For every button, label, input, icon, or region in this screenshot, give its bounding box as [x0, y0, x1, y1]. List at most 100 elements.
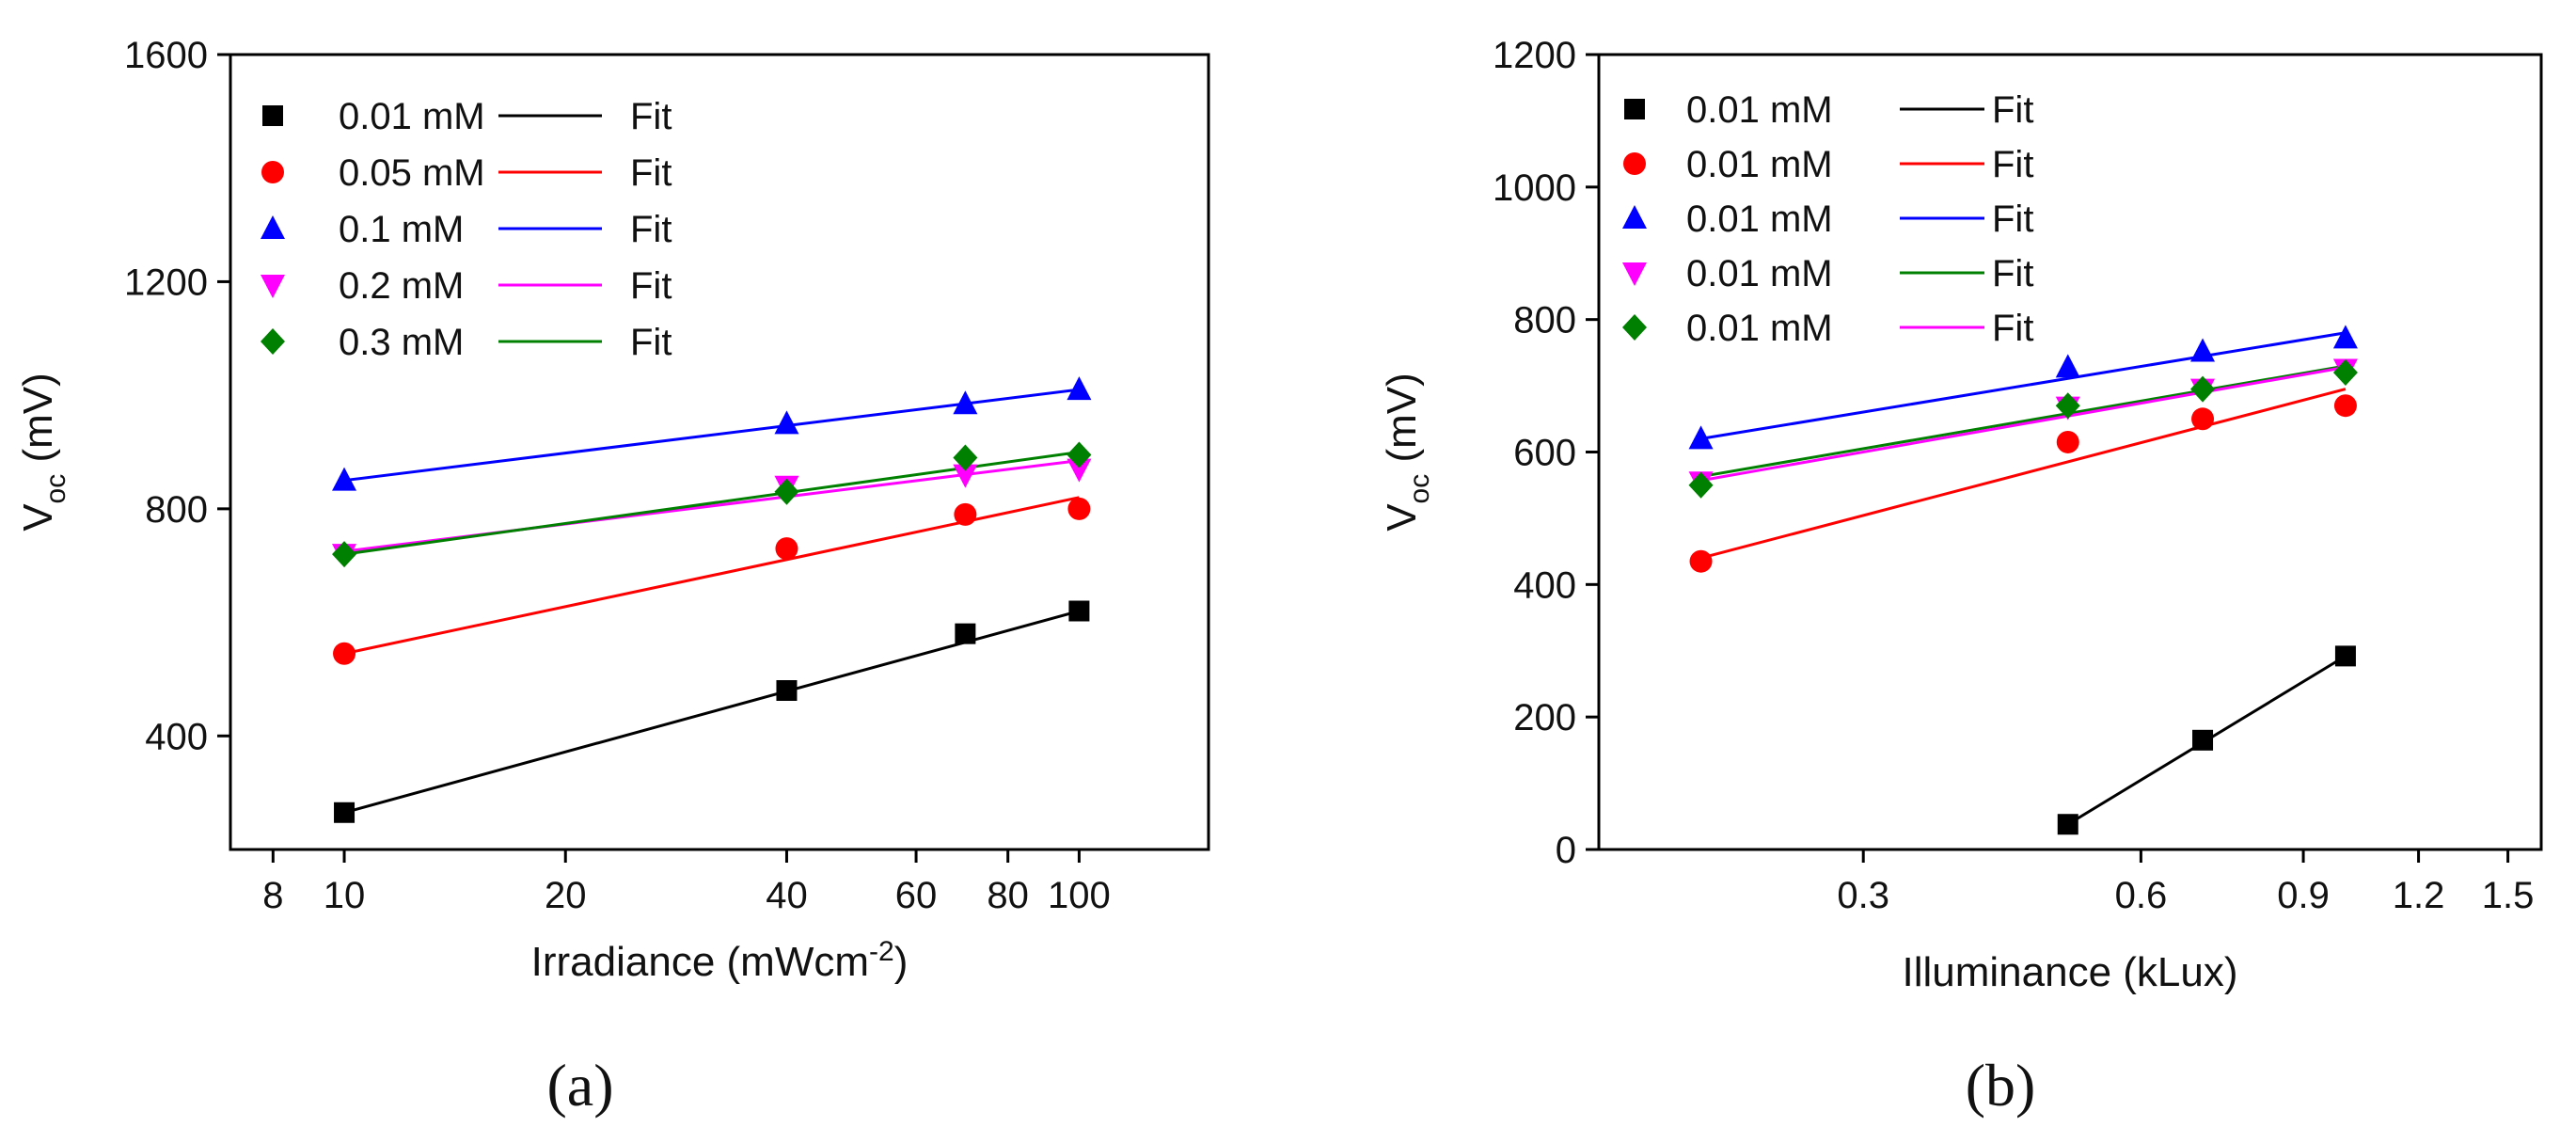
chart-b-ytick-label: 800: [1513, 300, 1576, 341]
chart-b-point-s2-p3: [2332, 325, 2358, 349]
chart-a-ylabel-tail: (mV): [15, 373, 61, 474]
chart-b-illuminance: 0 200 400 600 800 1000 1200 0.3 0.6 0.9 1.2 1.5 Illu…: [1379, 35, 2543, 995]
chart-b-ytick-label: 400: [1513, 564, 1576, 606]
chart-b-legend-fit-2: Fit: [1992, 198, 2033, 240]
chart-a-point-s4-p0: [332, 541, 357, 568]
chart-b-xlabel: Illuminance (kLux): [1902, 949, 2237, 995]
chart-b-point-s0-p0: [2057, 814, 2078, 835]
chart-a-ytick-label: 1200: [124, 262, 208, 303]
chart-a-xtick-label: 8: [262, 875, 283, 916]
chart-b-legend-fit-3: Fit: [1992, 253, 2033, 294]
chart-a-legend-label-3: 0.2 mM: [339, 265, 464, 307]
chart-a-ytick-label: 1600: [124, 35, 208, 76]
chart-b-point-s4-p0: [1688, 471, 1714, 499]
chart-b-ytick-label: 200: [1513, 697, 1576, 738]
chart-a-fit-line-1: [343, 496, 1080, 656]
chart-a-legend-fit-3: Fit: [630, 265, 672, 307]
chart-b-fit-line-2: [1700, 331, 2347, 440]
chart-b-fit-line-3: [1700, 364, 2347, 479]
chart-b-legend-fit-0: Fit: [1992, 89, 2033, 131]
chart-a-legend-fit-0: Fit: [630, 96, 672, 137]
chart-a-point-s2-p1: [774, 410, 799, 435]
chart-a-xtick-label: 20: [545, 875, 587, 916]
chart-a-ytick-label: 800: [145, 489, 208, 531]
chart-b-ytick-label: 1200: [1493, 35, 1576, 76]
chart-a-frame: [229, 53, 1210, 851]
chart-b-point-s2-p2: [2190, 338, 2216, 362]
chart-a-xtick-label: 10: [324, 875, 366, 916]
chart-b-legend-label-2: 0.01 mM: [1686, 198, 1833, 240]
chart-a-point-s4-p1: [774, 478, 799, 505]
chart-a-point-s4-p3: [1067, 441, 1092, 468]
chart-a-xtick-label: 60: [895, 875, 938, 916]
chart-b-point-s1-p0: [1689, 549, 1713, 573]
chart-a-ylabel: Voc (mV): [15, 373, 71, 532]
chart-b-point-s4-p1: [2055, 392, 2080, 420]
chart-a-point-s3-p3: [1067, 458, 1092, 483]
chart-b-legend-marker-1: [1623, 152, 1646, 175]
chart-b-legend-marker-0: [1624, 99, 1645, 119]
chart-b-xtick-label: 1.2: [2393, 875, 2445, 916]
chart-b-ylabel-tail: (mV): [1379, 373, 1425, 474]
chart-a-legend-label-4: 0.3 mM: [339, 322, 464, 363]
chart-a-ylabel-sub: oc: [40, 474, 71, 504]
chart-b-ytick-label: 600: [1513, 433, 1576, 474]
chart-a-point-s1-p1: [775, 537, 798, 561]
chart-a-point-s1-p0: [333, 642, 356, 665]
chart-a-point-s1-p2: [954, 502, 977, 526]
chart-b-ytick-label: 0: [1556, 830, 1576, 871]
chart-a-xlabel: Irradiance (mWcm-2): [531, 936, 909, 985]
panel-a-label: (a): [546, 1052, 613, 1119]
chart-b-legend-label-4: 0.01 mM: [1686, 308, 1833, 349]
chart-b-fit-line-4: [1700, 365, 2347, 483]
chart-b-fit-line-1: [1700, 388, 2347, 560]
chart-a-ytick-label: 400: [145, 716, 208, 757]
chart-a-legend-fit-4: Fit: [630, 322, 672, 363]
chart-a-legend-marker-0: [262, 105, 283, 126]
chart-b-point-s4-p2: [2190, 375, 2216, 403]
chart-b-point-s1-p3: [2333, 394, 2357, 418]
chart-b-xtick-label: 0.9: [2277, 875, 2330, 916]
chart-a-xtick-label: 80: [987, 875, 1029, 916]
chart-a-legend-marker-2: [261, 215, 285, 239]
chart-a-xlabel-sup: -2: [869, 936, 894, 967]
chart-a-xlabel-tail: ): [894, 939, 909, 985]
chart-b-point-s0-p2: [2334, 645, 2356, 667]
chart-a-point-s2-p0: [332, 467, 357, 491]
chart-a-xtick-label: 40: [766, 875, 808, 916]
chart-b-legend-label-3: 0.01 mM: [1686, 253, 1833, 294]
chart-b-ylabel: Voc (mV): [1379, 373, 1435, 532]
chart-b-xtick-label: 1.5: [2482, 875, 2535, 916]
chart-b-point-s2-p1: [2055, 354, 2080, 378]
chart-a-legend-marker-4: [261, 328, 285, 355]
chart-b-point-s4-p3: [2332, 359, 2358, 386]
chart-a-point-s3-p2: [953, 464, 978, 488]
chart-b-legend-fit-1: Fit: [1992, 144, 2033, 185]
chart-a-point-s1-p3: [1067, 497, 1091, 520]
chart-b-point-s2-p0: [1688, 425, 1714, 450]
chart-b-point-s0-p1: [2192, 729, 2214, 751]
chart-a-xtick-label: 100: [1048, 875, 1111, 916]
chart-a-point-s0-p2: [955, 623, 976, 644]
chart-a-legend-fit-2: Fit: [630, 209, 672, 250]
chart-b-ytick-label: 1000: [1493, 167, 1576, 209]
chart-a-legend-marker-3: [261, 275, 285, 298]
chart-a-point-s0-p3: [1068, 600, 1090, 622]
chart-a-legend-marker-1: [261, 161, 284, 183]
chart-a-legend-label-0: 0.01 mM: [339, 96, 485, 137]
chart-a-point-s2-p3: [1067, 376, 1092, 401]
chart-b-legend-marker-3: [1622, 262, 1647, 286]
chart-b-xtick-label: 0.3: [1837, 875, 1889, 916]
chart-a-legend-label-1: 0.05 mM: [339, 152, 485, 194]
chart-a-fit-line-2: [343, 388, 1080, 483]
chart-a-point-s0-p0: [334, 802, 356, 823]
chart-b-legend-marker-4: [1622, 314, 1647, 341]
chart-b-legend-label-0: 0.01 mM: [1686, 89, 1833, 131]
chart-a-point-s0-p1: [776, 680, 798, 701]
panel-b-label: (b): [1966, 1052, 2036, 1119]
chart-b-legend-label-1: 0.01 mM: [1686, 144, 1833, 185]
chart-b-legend-fit-4: Fit: [1992, 308, 2033, 349]
chart-b-point-s1-p2: [2191, 407, 2215, 431]
